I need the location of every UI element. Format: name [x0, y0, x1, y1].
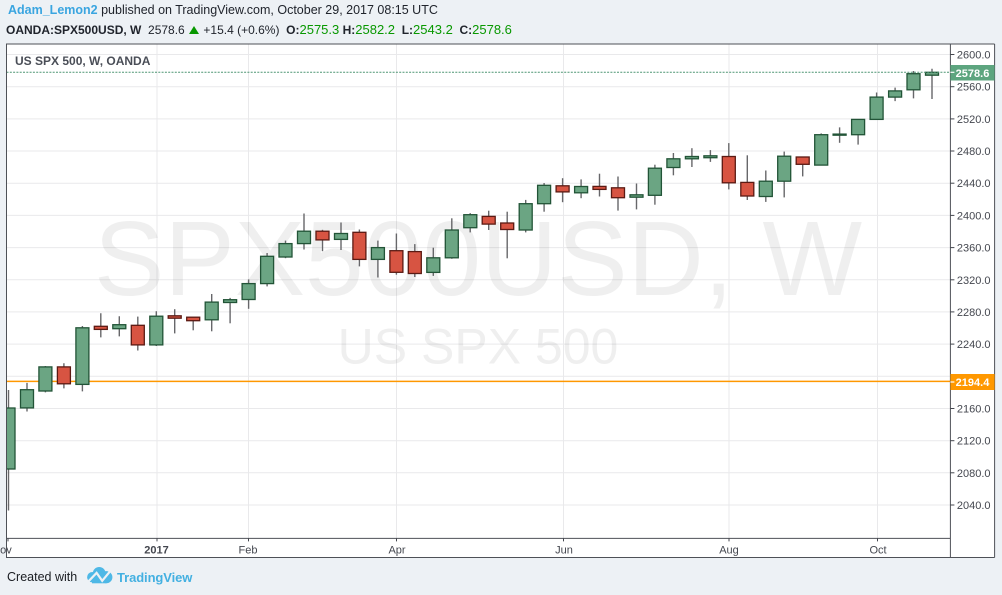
- svg-text:Nov: Nov: [0, 545, 12, 557]
- svg-text:US SPX 500, W, OANDA: US SPX 500, W, OANDA: [15, 54, 151, 68]
- svg-text:2480.0: 2480.0: [957, 146, 991, 158]
- svg-text:Feb: Feb: [239, 545, 258, 557]
- svg-text:Aug: Aug: [719, 545, 739, 557]
- svg-text:2578.6: 2578.6: [956, 68, 990, 80]
- svg-text:2440.0: 2440.0: [957, 178, 991, 190]
- svg-text:2560.0: 2560.0: [957, 82, 991, 94]
- svg-text:2360.0: 2360.0: [957, 243, 991, 255]
- svg-text:2080.0: 2080.0: [957, 468, 991, 480]
- svg-text:2400.0: 2400.0: [957, 210, 991, 222]
- svg-text:2240.0: 2240.0: [957, 339, 991, 351]
- svg-text:2320.0: 2320.0: [957, 275, 991, 287]
- svg-text:Jun: Jun: [555, 545, 573, 557]
- svg-text:SPX500USD, W: SPX500USD, W: [94, 200, 862, 318]
- svg-text:2017: 2017: [144, 545, 168, 557]
- svg-text:2520.0: 2520.0: [957, 114, 991, 126]
- svg-text:Apr: Apr: [388, 545, 405, 557]
- svg-text:Oct: Oct: [869, 545, 886, 557]
- svg-text:2040.0: 2040.0: [957, 500, 991, 512]
- svg-text:US SPX 500: US SPX 500: [338, 319, 619, 375]
- svg-text:2120.0: 2120.0: [957, 436, 991, 448]
- svg-text:2280.0: 2280.0: [957, 307, 991, 319]
- svg-text:2600.0: 2600.0: [957, 50, 991, 62]
- svg-text:2194.4: 2194.4: [956, 377, 991, 389]
- svg-text:2160.0: 2160.0: [957, 404, 991, 416]
